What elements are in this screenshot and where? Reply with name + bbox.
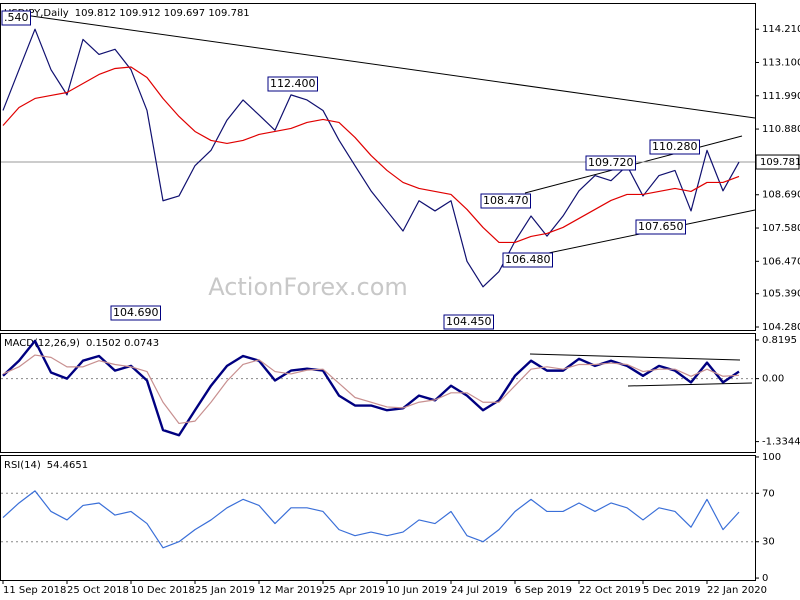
panel-values: 54.4651 bbox=[47, 460, 88, 471]
x-tick-label: 25 Apr 2019 bbox=[323, 585, 385, 596]
annotation-box bbox=[480, 193, 531, 209]
y-tick-label: 111.990 bbox=[762, 91, 800, 102]
annotation-label: 110.280 bbox=[652, 140, 698, 153]
x-tick-label: 12 Mar 2019 bbox=[259, 585, 322, 596]
rsi-frame bbox=[0, 455, 756, 581]
y-tick-label: 104.280 bbox=[762, 322, 800, 333]
y-tick-label: 0 bbox=[762, 573, 768, 584]
x-tick-label: 25 Oct 2018 bbox=[67, 585, 129, 596]
watermark: ActionForex.com bbox=[208, 273, 408, 301]
macd-line-top bbox=[529, 353, 741, 361]
panel-title: MACD(12,26,9) bbox=[4, 338, 80, 349]
annotation-label: 108.470 bbox=[483, 194, 529, 207]
annotation-label: 112.400 bbox=[270, 77, 316, 90]
y-tick-label: 30 bbox=[762, 537, 775, 548]
y-tick-label: 113.100 bbox=[762, 57, 800, 68]
trend-line bbox=[2, 11, 756, 119]
y-tick-label: -1.3344 bbox=[762, 437, 800, 448]
x-tick-label: 10 Dec 2018 bbox=[131, 585, 195, 596]
panel-values: 109.812 109.912 109.697 109.781 bbox=[75, 8, 250, 19]
annotation: 108.470 bbox=[480, 193, 531, 209]
annotation-box bbox=[502, 252, 553, 268]
annotation: 106.480 bbox=[502, 252, 553, 268]
y-tick-label: 114.210 bbox=[762, 24, 800, 35]
y-tick-label: 0.8195 bbox=[762, 335, 797, 346]
annotation: 107.650 bbox=[635, 219, 686, 235]
panel-values: 0.1502 0.0743 bbox=[86, 338, 159, 349]
x-tick-label: 5 Dec 2019 bbox=[643, 585, 701, 596]
series-line bbox=[2, 28, 740, 288]
x-tick-label: 25 Jan 2019 bbox=[195, 585, 255, 596]
x-tick-label: 11 Sep 2018 bbox=[3, 585, 66, 596]
annotation-box bbox=[649, 139, 700, 155]
series-line bbox=[2, 66, 740, 244]
annotation: 109.720 bbox=[585, 155, 636, 171]
annotation-box bbox=[585, 155, 636, 171]
annotation-label: 104.690 bbox=[113, 306, 159, 319]
annotation-label: 107.650 bbox=[638, 220, 684, 233]
macd-frame bbox=[0, 333, 756, 453]
annotation-box bbox=[267, 76, 318, 92]
x-tick-label: 22 Jan 2020 bbox=[707, 585, 767, 596]
y-tick-label: 100 bbox=[762, 452, 781, 463]
annotation: 104.690 bbox=[110, 305, 161, 321]
annotation-box bbox=[635, 219, 686, 235]
x-tick-label: 24 Jul 2019 bbox=[451, 585, 508, 596]
series-line bbox=[2, 339, 740, 437]
y-tick-label: 106.470 bbox=[762, 256, 800, 267]
annotation-label: 104.450 bbox=[446, 315, 492, 328]
x-tick-label: 6 Sep 2019 bbox=[515, 585, 572, 596]
annotation: 112.400 bbox=[267, 76, 318, 92]
x-tick-label: 22 Oct 2019 bbox=[579, 585, 641, 596]
x-tick-label: 10 Jun 2019 bbox=[387, 585, 447, 596]
annotation: 104.450 bbox=[443, 314, 494, 330]
annotation-label: .540 bbox=[4, 11, 29, 24]
channel-bottom bbox=[514, 209, 756, 261]
y-tick-label: 0.00 bbox=[762, 374, 784, 385]
panel-title: RSI(14) bbox=[4, 460, 41, 471]
y-tick-label: 108.690 bbox=[762, 190, 800, 201]
annotation-label: 106.480 bbox=[505, 253, 551, 266]
y-tick-label: 110.880 bbox=[762, 124, 800, 135]
y-tick-label: 70 bbox=[762, 488, 775, 499]
annotation: 110.280 bbox=[649, 139, 700, 155]
last-price-label: 109.781 bbox=[760, 157, 800, 168]
y-tick-label: 105.390 bbox=[762, 289, 800, 300]
last-price-box bbox=[755, 154, 800, 170]
annotation-box bbox=[110, 305, 161, 321]
macd-line-bottom bbox=[627, 382, 753, 387]
annotation-box bbox=[443, 314, 494, 330]
panel-frames bbox=[0, 3, 756, 581]
y-tick-label: 107.580 bbox=[762, 223, 800, 234]
series-line bbox=[2, 490, 740, 549]
annotation-box bbox=[1, 10, 31, 26]
panel-title: USDJPY,Daily bbox=[4, 8, 69, 19]
annotation-label: 109.720 bbox=[588, 156, 634, 169]
annotation: .540 bbox=[1, 10, 31, 26]
series-line bbox=[2, 354, 740, 425]
